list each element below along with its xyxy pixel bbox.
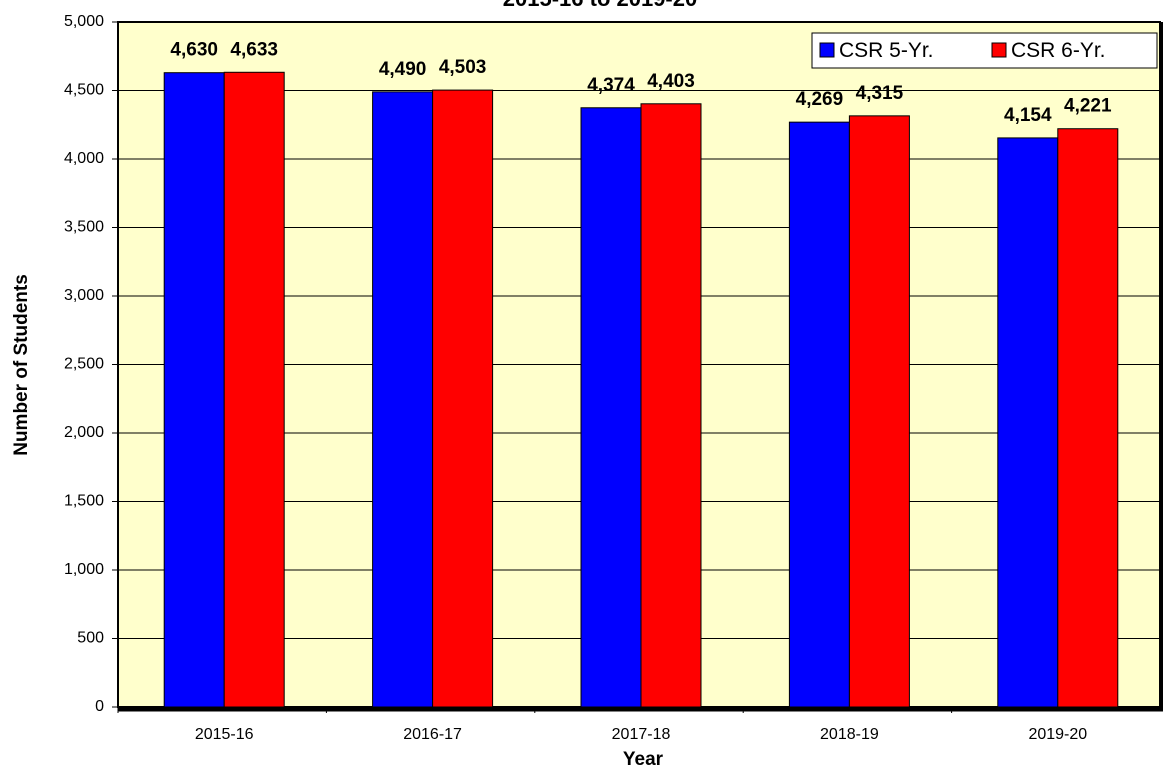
value-label: 4,630 xyxy=(170,40,218,61)
bar xyxy=(640,103,702,708)
x-tick-label: 2016-17 xyxy=(403,726,462,743)
x-tick-label: 2017-18 xyxy=(612,726,671,743)
bar xyxy=(997,137,1059,708)
y-tick-label: 500 xyxy=(77,630,104,647)
bar xyxy=(223,71,285,708)
x-tick-label: 2019-20 xyxy=(1028,726,1087,743)
y-tick-label: 2,500 xyxy=(64,356,104,373)
legend-swatch xyxy=(819,42,835,58)
y-tick-label: 0 xyxy=(95,698,104,715)
x-axis-label: Year xyxy=(623,749,664,770)
value-label: 4,374 xyxy=(587,75,635,96)
chart-title: 2015-16 to 2019-20 xyxy=(503,0,697,11)
bar xyxy=(788,121,850,708)
value-label: 4,315 xyxy=(856,83,904,104)
value-label: 4,503 xyxy=(439,57,487,78)
bar xyxy=(580,107,642,708)
y-tick-label: 3,000 xyxy=(64,287,104,304)
y-tick-label: 1,000 xyxy=(64,561,104,578)
bar xyxy=(1057,128,1119,708)
bar xyxy=(163,72,225,708)
x-tick-label: 2015-16 xyxy=(195,726,254,743)
y-tick-label: 5,000 xyxy=(64,13,104,30)
y-tick-label: 4,500 xyxy=(64,82,104,99)
y-tick-label: 4,000 xyxy=(64,150,104,167)
value-label: 4,633 xyxy=(230,39,278,60)
bar xyxy=(372,91,434,708)
value-label: 4,154 xyxy=(1004,105,1052,126)
legend-label: CSR 6-Yr. xyxy=(1011,39,1106,62)
y-axis-label: Number of Students xyxy=(11,274,32,456)
value-label: 4,490 xyxy=(379,59,427,80)
y-tick-label: 2,000 xyxy=(64,424,104,441)
legend-label: CSR 5-Yr. xyxy=(839,39,934,62)
legend-box xyxy=(811,32,1158,69)
value-label: 4,403 xyxy=(647,71,695,92)
value-label: 4,269 xyxy=(796,89,844,110)
y-tick-label: 1,500 xyxy=(64,493,104,510)
legend-swatch xyxy=(991,42,1007,58)
bar xyxy=(848,115,910,708)
y-tick-label: 3,500 xyxy=(64,219,104,236)
bar xyxy=(432,89,494,708)
x-tick-label: 2018-19 xyxy=(820,726,879,743)
value-label: 4,221 xyxy=(1064,96,1112,117)
